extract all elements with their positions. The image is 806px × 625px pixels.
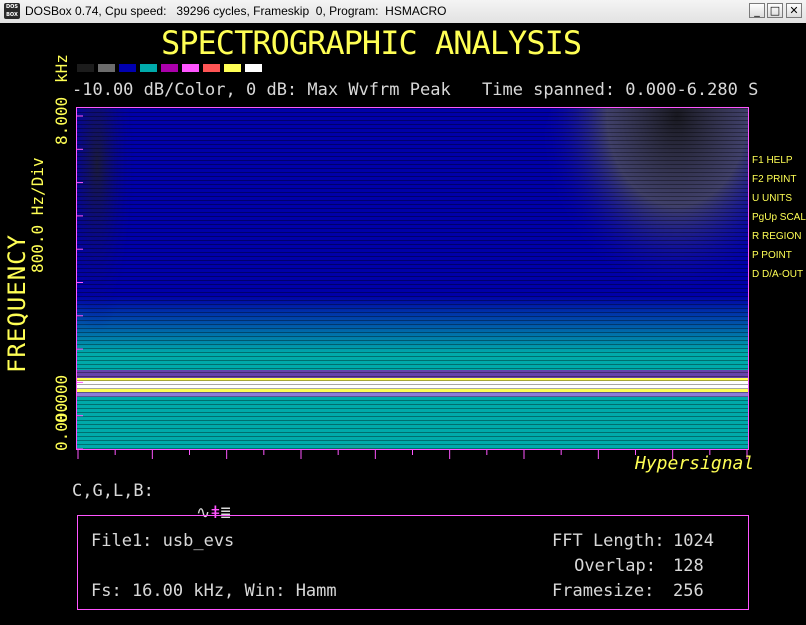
palette-swatch bbox=[182, 64, 199, 72]
function-key-menu: F1 HELP F2 PRINT U UNITS PgUp SCALE R REGION… bbox=[752, 151, 806, 284]
sample-rate-text: Fs: 16.00 kHz, Win: Hamm bbox=[91, 581, 337, 601]
function-key-item[interactable]: PgUp SCALE bbox=[752, 212, 806, 223]
framesize-value: 256 bbox=[673, 581, 704, 601]
function-key-item[interactable]: F1 HELP bbox=[752, 155, 793, 166]
cursor-plus-icon[interactable]: ǂ bbox=[210, 503, 221, 523]
overlap-label: Overlap: bbox=[574, 556, 656, 576]
db-per-color-text: -10.00 dB/Color, 0 dB: Max Wvfrm Peak bbox=[72, 80, 451, 100]
palette-swatch bbox=[98, 64, 115, 72]
waveform-icon[interactable]: ∿ bbox=[195, 503, 211, 523]
window-title: DOSBox 0.74, Cpu speed: 39296 cycles, Fr… bbox=[25, 4, 447, 18]
lines-icon[interactable]: ≣ bbox=[220, 503, 231, 523]
command-prompt: C,G,L,B: bbox=[72, 481, 154, 501]
function-key-item[interactable]: R REGION bbox=[752, 231, 802, 242]
frequency-unit-label: kHz bbox=[52, 54, 71, 83]
palette-swatch bbox=[161, 64, 178, 72]
file-info-panel: File1: usb_evs Fs: 16.00 kHz, Win: Hamm … bbox=[77, 515, 749, 610]
function-key-item[interactable]: U UNITS bbox=[752, 193, 792, 204]
file-name-text: File1: usb_evs bbox=[91, 531, 235, 551]
window-titlebar[interactable]: DOS BOX DOSBox 0.74, Cpu speed: 39296 cy… bbox=[0, 0, 806, 24]
palette-swatch bbox=[77, 64, 94, 72]
framesize-label: Framesize: bbox=[552, 581, 655, 601]
minimize-button[interactable]: _ bbox=[749, 3, 765, 18]
frequency-division-label: 800.0 Hz/Div bbox=[28, 157, 47, 273]
palette-swatch bbox=[119, 64, 136, 72]
hypersignal-brand: Hypersignal bbox=[635, 453, 755, 474]
spectrogram-plot[interactable] bbox=[76, 107, 749, 450]
time-axis-ticks bbox=[77, 449, 748, 459]
frequency-tick-bottom: 0.000 bbox=[52, 402, 71, 451]
frequency-axis-title: FREQUENCY bbox=[3, 233, 31, 373]
palette-swatch bbox=[245, 64, 262, 72]
time-spanned-text: Time spanned: 0.000-6.280 S bbox=[482, 80, 759, 100]
fft-length-value: 1024 bbox=[673, 531, 714, 551]
page-title: SPECTROGRAPHIC ANALYSIS bbox=[161, 24, 582, 62]
overlap-value: 128 bbox=[673, 556, 704, 576]
palette-swatch bbox=[203, 64, 220, 72]
dosbox-app-icon[interactable]: DOS BOX bbox=[4, 3, 20, 19]
palette-swatch bbox=[224, 64, 241, 72]
function-key-item[interactable]: P POINT bbox=[752, 250, 792, 261]
function-key-item[interactable]: D D/A-OUT bbox=[752, 269, 804, 280]
close-button[interactable]: ✕ bbox=[786, 3, 802, 18]
maximize-button[interactable]: □ bbox=[767, 3, 783, 18]
frequency-tick-top: 8.000 bbox=[52, 96, 71, 145]
command-icons: ∿ǂ≣ bbox=[155, 480, 231, 546]
fft-length-label: FFT Length: bbox=[552, 531, 665, 551]
palette-swatch bbox=[140, 64, 157, 72]
spectrogram-image bbox=[77, 108, 748, 449]
function-key-item[interactable]: F2 PRINT bbox=[752, 174, 797, 185]
dosbox-client-area: SPECTROGRAPHIC ANALYSIS -10.00 dB/Color,… bbox=[0, 23, 806, 625]
